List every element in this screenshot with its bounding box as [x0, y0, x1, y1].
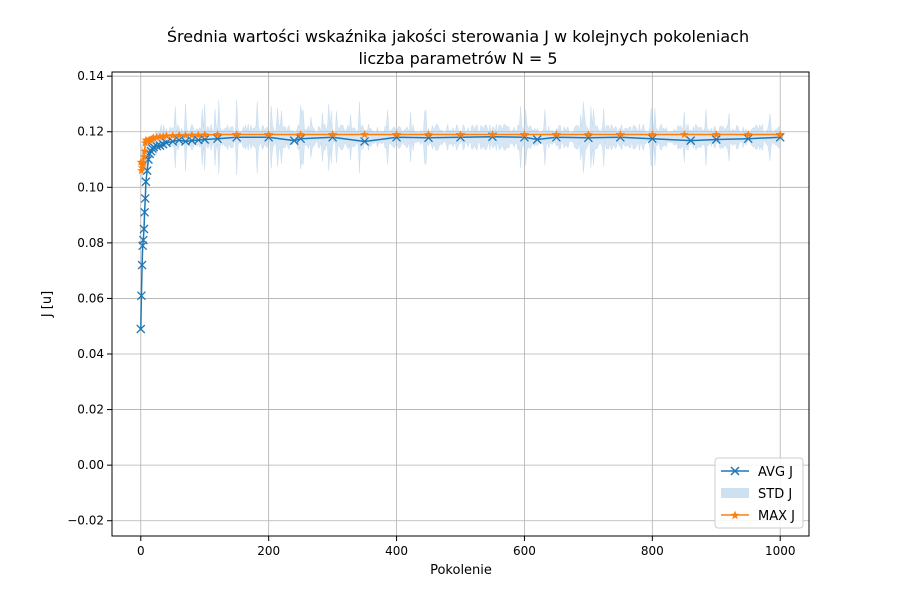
- max-point: [168, 131, 177, 140]
- x-tick-label-4: 800: [641, 544, 664, 558]
- max-point: [213, 130, 222, 139]
- avg-point: [213, 134, 222, 144]
- legend-avg-marker: [730, 466, 740, 476]
- avg-point: [743, 134, 753, 144]
- max-point: [775, 130, 785, 139]
- avg-point: [686, 136, 696, 146]
- x-tick-label-2: 400: [385, 544, 408, 558]
- y-tick-label-0: −0.02: [67, 514, 104, 528]
- max-point: [140, 146, 149, 155]
- avg-point: [140, 193, 150, 203]
- max-point: [139, 152, 149, 161]
- avg-point: [200, 135, 210, 144]
- max-point: [155, 132, 165, 141]
- max-point: [194, 130, 203, 139]
- max-point: [456, 130, 465, 139]
- legend-max-label: MAX J: [758, 509, 795, 524]
- legend-std-label: STD J: [758, 487, 792, 502]
- max-point: [137, 163, 147, 172]
- max-point: [328, 130, 337, 139]
- max-point: [138, 160, 147, 169]
- y-tick-label-5: 0.08: [77, 236, 104, 250]
- y-tick-label-6: 0.10: [77, 180, 104, 194]
- avg-line: [140, 135, 781, 330]
- avg-point: [140, 207, 150, 217]
- max-point: [584, 130, 593, 139]
- max-point: [744, 130, 753, 139]
- x-tick-label-0: 0: [137, 544, 145, 558]
- max-point: [162, 131, 171, 140]
- std-band-area: [140, 99, 781, 183]
- plot-area-frame: [111, 71, 810, 537]
- legend-avg-label: AVG J: [758, 465, 793, 480]
- avg-point: [139, 224, 149, 234]
- avg-point: [152, 141, 162, 151]
- max-point: [392, 130, 401, 139]
- max-point: [174, 130, 184, 139]
- max-point: [648, 130, 657, 139]
- y-tick-label-8: 0.14: [77, 69, 104, 83]
- y-tick-label-1: 0.00: [77, 458, 104, 472]
- avg-point: [296, 134, 306, 144]
- y-tick-label-7: 0.12: [77, 125, 104, 139]
- legend-box: [714, 457, 804, 529]
- max-point: [200, 130, 209, 139]
- legend-std-swatch: [721, 488, 749, 498]
- avg-point: [136, 291, 146, 301]
- y-tick-label-4: 0.06: [77, 291, 104, 305]
- max-point: [264, 130, 273, 139]
- avg-point: [360, 137, 370, 146]
- x-ticks: 0 200 400 600 800 1000: [137, 536, 796, 558]
- max-point: [712, 130, 721, 139]
- avg-point: [289, 136, 299, 146]
- chart-subtitle: liczba parametrów N = 5: [358, 49, 557, 68]
- max-point: [139, 157, 148, 166]
- x-axis-label: Pokolenie: [430, 563, 492, 578]
- avg-point: [711, 135, 721, 144]
- avg-point: [532, 135, 542, 144]
- max-point: [296, 130, 305, 139]
- max-point: [149, 133, 158, 142]
- y-ticks: −0.02 0.00 0.02 0.04 0.06 0.08 0.10 0.12 0.14: [67, 69, 112, 528]
- max-point: [552, 130, 561, 139]
- max-point: [181, 130, 190, 139]
- max-point: [680, 130, 689, 139]
- avg-point: [145, 149, 155, 159]
- max-point: [360, 130, 369, 139]
- y-tick-label-3: 0.04: [77, 347, 104, 361]
- y-axis-label: J [u]: [40, 291, 55, 318]
- avg-point: [141, 177, 151, 187]
- max-point: [488, 130, 497, 139]
- x-tick-label-5: 1000: [765, 544, 796, 558]
- chart-title: Średnia wartości wskaźnika jakości stero…: [167, 27, 749, 46]
- avg-point: [647, 134, 657, 144]
- y-tick-label-2: 0.02: [77, 403, 104, 417]
- avg-series: [136, 132, 785, 334]
- legend: AVG J STD J MAX J: [714, 457, 804, 529]
- x-tick-label-1: 200: [257, 544, 280, 558]
- legend-max-marker: [730, 510, 740, 520]
- max-point: [152, 132, 161, 141]
- x-tick-label-3: 600: [513, 544, 536, 558]
- avg-point: [136, 324, 146, 334]
- avg-point: [137, 260, 147, 270]
- max-point: [187, 130, 197, 139]
- max-point: [141, 138, 150, 147]
- max-point: [424, 130, 433, 139]
- max-point: [520, 130, 529, 139]
- avg-point: [138, 235, 148, 245]
- std-band: [140, 99, 781, 183]
- max-point: [616, 130, 625, 139]
- max-series: [136, 130, 785, 175]
- max-point: [232, 130, 241, 139]
